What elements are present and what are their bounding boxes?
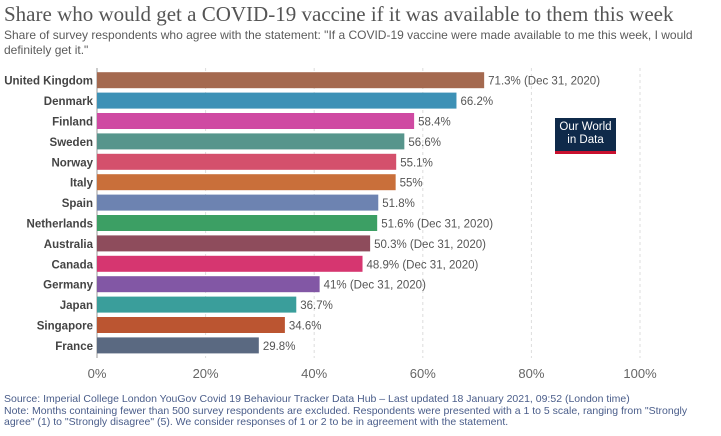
bar[interactable] — [97, 194, 379, 211]
value-label: 71.3% (Dec 31, 2020) — [488, 76, 600, 88]
bar[interactable] — [97, 92, 457, 109]
value-label: 51.6% (Dec 31, 2020) — [381, 219, 493, 231]
bar-row[interactable]: Finland 58.4% — [52, 113, 451, 129]
category-label: Australia — [44, 239, 94, 251]
bar[interactable] — [97, 133, 405, 150]
value-label: 55% — [400, 178, 423, 190]
bar-row[interactable]: Norway 55.1% — [51, 153, 433, 170]
x-tick-label: 100% — [623, 366, 657, 381]
category-label: Spain — [62, 198, 93, 210]
category-label: Denmark — [44, 96, 94, 108]
value-label: 29.8% — [263, 341, 296, 353]
owid-logo[interactable]: Our World in Data — [555, 118, 616, 154]
value-label: 36.7% — [300, 300, 333, 312]
x-tick-label: 40% — [301, 366, 327, 381]
methodology-note: Note: Months containing fewer than 500 s… — [4, 404, 688, 428]
value-label: 51.8% — [382, 198, 415, 210]
x-tick-label: 80% — [518, 366, 544, 381]
bar-row[interactable]: Spain 51.8% — [62, 194, 415, 211]
footer: Source: Imperial College London YouGov C… — [4, 393, 720, 429]
category-label: Japan — [60, 300, 93, 312]
category-label: Canada — [51, 259, 93, 271]
bar-row[interactable]: Canada 48.9% (Dec 31, 2020) — [51, 255, 479, 272]
bar[interactable] — [97, 296, 297, 313]
value-label: 50.3% (Dec 31, 2020) — [374, 239, 486, 251]
bar[interactable] — [97, 113, 415, 129]
category-label: France — [55, 341, 93, 353]
bar[interactable] — [97, 337, 259, 354]
category-label: Netherlands — [27, 219, 93, 231]
source-note: Source: Imperial College London YouGov C… — [4, 393, 630, 405]
category-label: Finland — [52, 117, 93, 129]
bar-row[interactable]: Denmark 66.2% — [44, 92, 493, 109]
value-label: 55.1% — [400, 157, 433, 169]
bar-row[interactable]: Germany 41% (Dec 31, 2020) — [43, 276, 426, 293]
logo-line-1: Our World — [559, 121, 612, 133]
bar[interactable] — [97, 153, 397, 170]
bar[interactable] — [97, 317, 285, 333]
value-label: 58.4% — [418, 117, 451, 129]
x-tick-label: 60% — [410, 366, 436, 381]
chart-title: Share who would get a COVID-19 vaccine i… — [4, 2, 674, 26]
bar-row[interactable]: Japan 36.7% — [60, 296, 333, 313]
logo-line-2: in Data — [567, 134, 604, 146]
category-label: United Kingdom — [4, 76, 93, 88]
bar[interactable] — [97, 255, 363, 272]
bar-row[interactable]: Sweden 56.6% — [50, 133, 441, 150]
bar[interactable] — [97, 235, 371, 252]
chart-subtitle: Share of survey respondents who agree wi… — [4, 28, 693, 57]
value-label: 41% (Dec 31, 2020) — [324, 280, 426, 292]
category-label: Singapore — [37, 321, 93, 333]
value-label: 56.6% — [408, 137, 441, 149]
bar-row[interactable]: Netherlands 51.6% (Dec 31, 2020) — [27, 215, 494, 231]
value-label: 66.2% — [460, 96, 493, 108]
bar-row[interactable]: United Kingdom 71.3% (Dec 31, 2020) — [4, 72, 600, 89]
category-label: Sweden — [50, 137, 93, 149]
bar[interactable] — [97, 174, 396, 191]
bar[interactable] — [97, 276, 320, 293]
bar-row[interactable]: Italy 55% — [70, 174, 423, 191]
bar[interactable] — [97, 215, 378, 231]
category-label: Germany — [43, 280, 93, 292]
value-label: 34.6% — [289, 321, 322, 333]
x-tick-label: 20% — [193, 366, 219, 381]
bar-row[interactable]: Singapore 34.6% — [37, 317, 322, 333]
category-label: Italy — [70, 178, 94, 190]
value-label: 48.9% (Dec 31, 2020) — [367, 259, 479, 271]
category-label: Norway — [51, 157, 93, 169]
bar[interactable] — [97, 72, 485, 89]
bar-row[interactable]: Australia 50.3% (Dec 31, 2020) — [44, 235, 486, 252]
x-tick-label: 0% — [88, 366, 107, 381]
bar-row[interactable]: France 29.8% — [55, 337, 296, 354]
